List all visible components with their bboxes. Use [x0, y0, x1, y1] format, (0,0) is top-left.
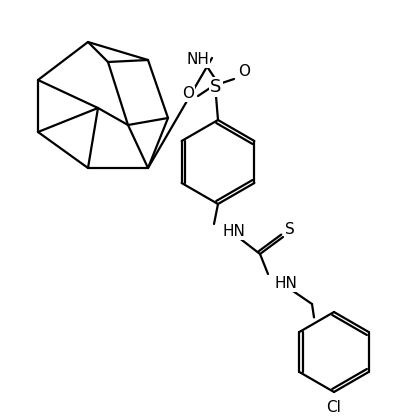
Text: NH: NH [187, 52, 209, 68]
Text: HN: HN [222, 225, 245, 239]
Text: O: O [238, 65, 250, 79]
Text: S: S [285, 223, 295, 237]
Text: S: S [210, 78, 222, 96]
Text: Cl: Cl [326, 401, 341, 415]
Text: O: O [182, 87, 194, 102]
Text: HN: HN [274, 276, 297, 291]
